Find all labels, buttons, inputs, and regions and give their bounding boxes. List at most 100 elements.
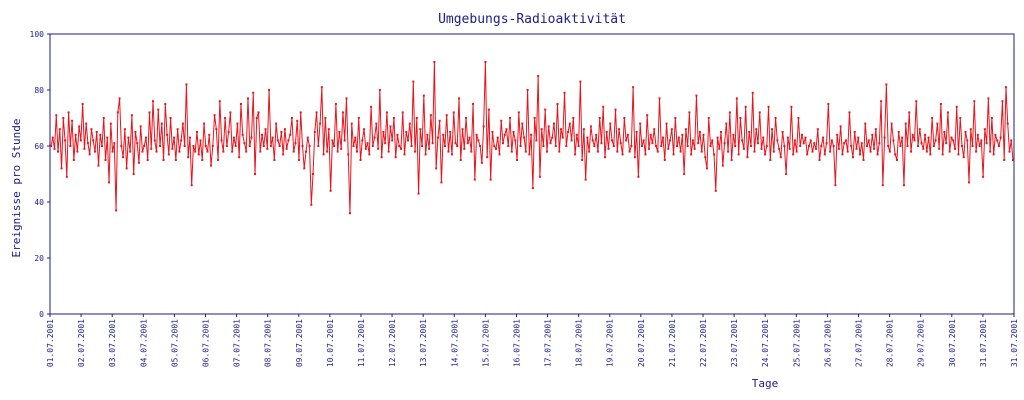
data-point	[656, 150, 659, 153]
data-point	[480, 161, 483, 164]
data-point	[829, 150, 832, 153]
data-point	[239, 103, 242, 105]
data-point	[720, 131, 723, 133]
x-tick-label: 09.07.2001	[295, 319, 304, 367]
data-point	[449, 131, 452, 133]
data-point	[431, 142, 434, 145]
data-point	[1001, 100, 1004, 103]
data-point	[486, 156, 489, 159]
data-point	[658, 97, 661, 100]
data-point	[885, 83, 888, 86]
data-point	[616, 150, 619, 153]
data-point	[788, 147, 791, 150]
data-point	[361, 139, 364, 142]
data-point	[598, 117, 601, 119]
data-point	[600, 142, 603, 145]
data-point	[245, 150, 248, 153]
data-point	[871, 133, 874, 136]
data-point	[285, 147, 288, 150]
data-point	[684, 128, 687, 131]
data-point	[612, 145, 615, 147]
data-point	[473, 178, 476, 181]
data-point	[271, 136, 274, 139]
x-tick-label: 02.07.2001	[77, 319, 86, 367]
x-tick-label: 14.07.2001	[450, 319, 459, 367]
data-point	[109, 122, 112, 125]
data-point	[547, 125, 550, 128]
data-point	[173, 136, 176, 139]
data-point	[946, 111, 949, 114]
data-point	[790, 105, 793, 108]
data-point	[289, 133, 292, 136]
data-point	[832, 145, 835, 147]
x-tick-label: 05.07.2001	[170, 319, 179, 367]
data-point	[880, 100, 883, 103]
data-point	[498, 153, 501, 156]
data-point	[640, 145, 643, 147]
data-point	[512, 131, 515, 133]
data-point	[901, 136, 904, 139]
y-tick-label: 40	[34, 198, 44, 207]
data-point	[602, 105, 605, 108]
data-point	[959, 117, 962, 119]
data-point	[308, 145, 311, 147]
data-point	[867, 139, 870, 142]
data-point	[709, 145, 712, 147]
data-point	[910, 150, 912, 153]
data-point	[887, 145, 890, 147]
data-point	[407, 139, 410, 142]
data-point	[69, 145, 72, 147]
data-point	[174, 159, 177, 161]
data-point	[753, 150, 756, 153]
data-point	[524, 150, 527, 153]
data-point	[894, 153, 897, 156]
data-point	[252, 91, 255, 94]
data-point	[663, 159, 666, 161]
data-point	[116, 111, 119, 114]
data-point	[487, 108, 490, 111]
data-point	[208, 133, 211, 136]
data-point	[482, 125, 485, 128]
data-point	[679, 150, 682, 153]
data-point	[445, 114, 448, 117]
data-point	[691, 139, 694, 142]
data-point	[647, 147, 650, 150]
data-point	[846, 150, 849, 153]
data-point	[815, 147, 818, 150]
data-point	[816, 128, 819, 131]
data-point	[58, 128, 61, 131]
data-point	[570, 139, 573, 142]
data-point	[895, 159, 898, 161]
data-point	[85, 122, 88, 125]
data-point	[978, 145, 981, 147]
data-point	[952, 139, 955, 142]
data-point	[479, 145, 482, 147]
data-point	[662, 136, 665, 139]
data-point	[779, 156, 782, 159]
data-point	[827, 103, 830, 105]
data-point	[556, 103, 559, 105]
data-point	[254, 173, 257, 175]
data-point	[410, 145, 413, 147]
data-point	[176, 128, 179, 131]
data-point	[746, 156, 749, 159]
data-point	[823, 153, 826, 156]
data-point	[134, 131, 137, 133]
data-point	[185, 83, 188, 86]
data-point	[122, 156, 125, 159]
data-point	[398, 145, 401, 147]
data-point	[795, 150, 798, 153]
data-point	[904, 122, 907, 125]
data-point	[484, 61, 487, 63]
data-point	[53, 147, 56, 150]
data-point	[751, 91, 754, 94]
data-point	[749, 145, 752, 147]
data-point	[503, 133, 506, 136]
data-point	[575, 133, 578, 136]
data-point	[544, 108, 547, 111]
data-point	[443, 145, 446, 147]
data-point	[276, 139, 279, 142]
data-point	[477, 139, 480, 142]
data-point	[630, 145, 633, 147]
data-point	[723, 142, 726, 145]
